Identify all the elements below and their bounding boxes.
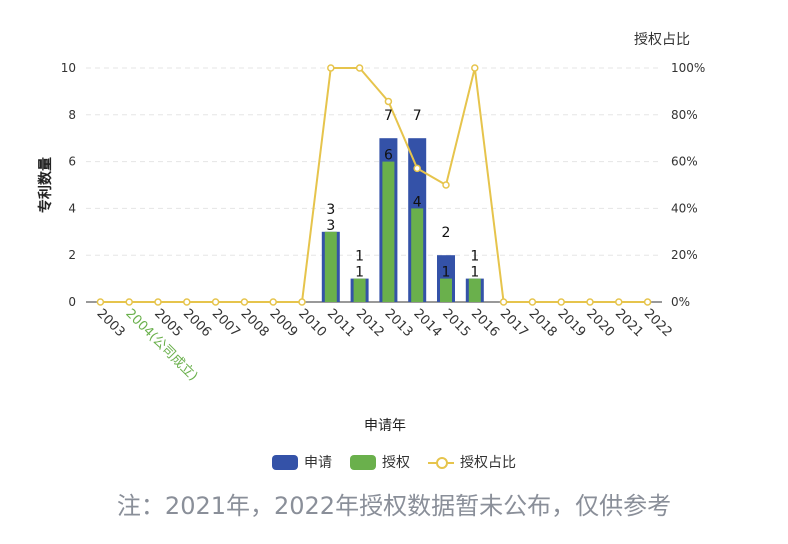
x-tick-label: 2018 — [526, 306, 560, 340]
data-label-apply: 1 — [470, 249, 479, 265]
data-label-apply: 2 — [442, 225, 451, 241]
ratio-point — [327, 64, 335, 72]
legend-swatch-apply — [272, 454, 298, 470]
y2-tick-label: 40% — [671, 201, 698, 215]
y-tick-label: 6 — [68, 155, 76, 169]
ratio-point — [413, 164, 421, 173]
ratio-point — [557, 298, 565, 306]
data-label-apply: 1 — [355, 249, 364, 265]
legend-item-apply[interactable]: 申请 — [272, 452, 332, 472]
y2-tick-label: 80% — [671, 108, 698, 122]
data-label-grant: 1 — [470, 265, 479, 281]
ratio-point — [125, 298, 133, 306]
y2-tick-label: 0% — [671, 295, 690, 309]
ratio-point — [615, 298, 623, 306]
data-label-grant: 6 — [384, 148, 393, 164]
ratio-point — [586, 298, 594, 306]
y2-tick-label: 60% — [671, 155, 698, 169]
x-axis-title: 申请年 — [364, 418, 406, 434]
x-tick-label: 2016 — [468, 306, 502, 340]
bar-grant — [382, 161, 395, 302]
ratio-point — [211, 298, 220, 306]
y2-axis-title: 授权占比 — [634, 32, 690, 48]
data-label-grant: 1 — [442, 265, 451, 281]
bar-grant — [411, 208, 424, 302]
ratio-point — [384, 97, 393, 106]
x-tick-label: 2015 — [439, 306, 473, 340]
x-tick-label: 2020 — [583, 306, 617, 340]
x-tick-label: 2008 — [238, 306, 272, 340]
patent-chart: 0 0%2 20%4 40%6 60%8 80%10 100%20032004(公司成立)2… — [37, 32, 705, 434]
ratio-point — [154, 298, 162, 306]
y-tick-label: 10 — [61, 61, 76, 75]
data-label-apply: 7 — [413, 108, 422, 124]
x-tick-label: 2014 — [410, 306, 444, 340]
ratio-point — [355, 64, 364, 72]
x-tick-label: 2010 — [295, 306, 329, 340]
ratio-point — [240, 298, 249, 306]
data-label-apply: 7 — [384, 108, 393, 124]
x-tick-label: 2007 — [209, 306, 243, 340]
legend-label-apply: 申请 — [304, 455, 332, 471]
data-label-apply: 3 — [326, 202, 335, 218]
line-ratio — [100, 67, 648, 303]
x-tick-label: 2017 — [497, 306, 531, 340]
data-label-grant: 3 — [326, 218, 335, 234]
x-tick-label: 2019 — [554, 306, 588, 340]
ratio-point — [298, 298, 306, 306]
y2-tick-label: 100% — [671, 61, 705, 75]
ratio-point — [471, 64, 479, 72]
bar-grant — [468, 278, 481, 302]
data-label-grant: 1 — [355, 265, 364, 281]
ratio-point — [183, 298, 191, 306]
bar-grant — [440, 278, 452, 302]
legend-label-grant: 授权 — [382, 455, 410, 471]
legend-swatch-ratio — [428, 455, 454, 470]
data-label-grant: 4 — [413, 194, 422, 210]
x-tick-label: 2021 — [612, 306, 646, 340]
bar-grant — [324, 231, 337, 302]
ratio-point — [269, 298, 277, 306]
ratio-point — [499, 298, 508, 306]
x-tick-label: 2006 — [180, 306, 214, 340]
y-tick-label: 0 — [68, 295, 76, 309]
ratio-point — [96, 298, 105, 306]
x-tick-label: 2011 — [324, 306, 358, 340]
x-tick-label: 2003 — [94, 306, 128, 340]
ratio-point — [643, 298, 652, 306]
legend-swatch-grant — [350, 454, 376, 470]
footnote: 注：2021年，2022年授权数据暂未公布，仅供参考 — [116, 492, 672, 520]
legend-label-ratio: 授权占比 — [460, 455, 516, 471]
y-axis-title: 专利数量 — [37, 157, 54, 213]
y-tick-label: 8 — [68, 108, 76, 122]
bar-grant — [353, 278, 366, 302]
x-tick-label: 2022 — [641, 306, 675, 340]
legend: 申请 授权 授权占比 — [0, 452, 788, 472]
y2-tick-label: 20% — [671, 248, 698, 262]
y-tick-label: 2 — [68, 248, 76, 262]
ratio-point — [442, 181, 450, 189]
legend-item-grant[interactable]: 授权 — [350, 452, 410, 472]
y-tick-label: 4 — [68, 201, 76, 215]
legend-item-ratio[interactable]: 授权占比 — [428, 452, 516, 472]
x-tick-label: 2009 — [266, 306, 300, 340]
x-tick-label: 2013 — [382, 306, 416, 340]
x-tick-label: 2012 — [353, 306, 387, 340]
ratio-point — [528, 298, 537, 306]
